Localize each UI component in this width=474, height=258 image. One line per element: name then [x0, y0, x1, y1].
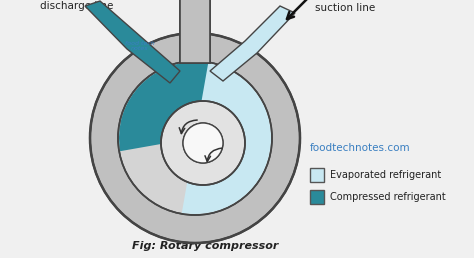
- Bar: [310, 190, 324, 204]
- Wedge shape: [119, 62, 208, 151]
- Text: Evaporated refrigerant: Evaporated refrigerant: [330, 170, 441, 180]
- Text: foodtechnotes.com: foodtechnotes.com: [310, 143, 410, 153]
- Text: Outflow
discharge line: Outflow discharge line: [40, 0, 113, 11]
- Polygon shape: [210, 6, 295, 81]
- Circle shape: [183, 123, 223, 163]
- Wedge shape: [182, 62, 271, 214]
- Circle shape: [161, 101, 245, 185]
- Circle shape: [118, 61, 272, 215]
- Text: Compressed refrigerant: Compressed refrigerant: [330, 192, 446, 202]
- Bar: [180, 0, 210, 63]
- Bar: [180, 0, 210, 63]
- Text: Inflow
suction line: Inflow suction line: [315, 0, 375, 13]
- Circle shape: [183, 123, 223, 163]
- Text: Fig: Rotary compressor: Fig: Rotary compressor: [132, 241, 278, 251]
- Text: food tech
notes: food tech notes: [125, 41, 155, 51]
- Polygon shape: [85, 1, 180, 83]
- Circle shape: [90, 33, 300, 243]
- Bar: [310, 168, 324, 182]
